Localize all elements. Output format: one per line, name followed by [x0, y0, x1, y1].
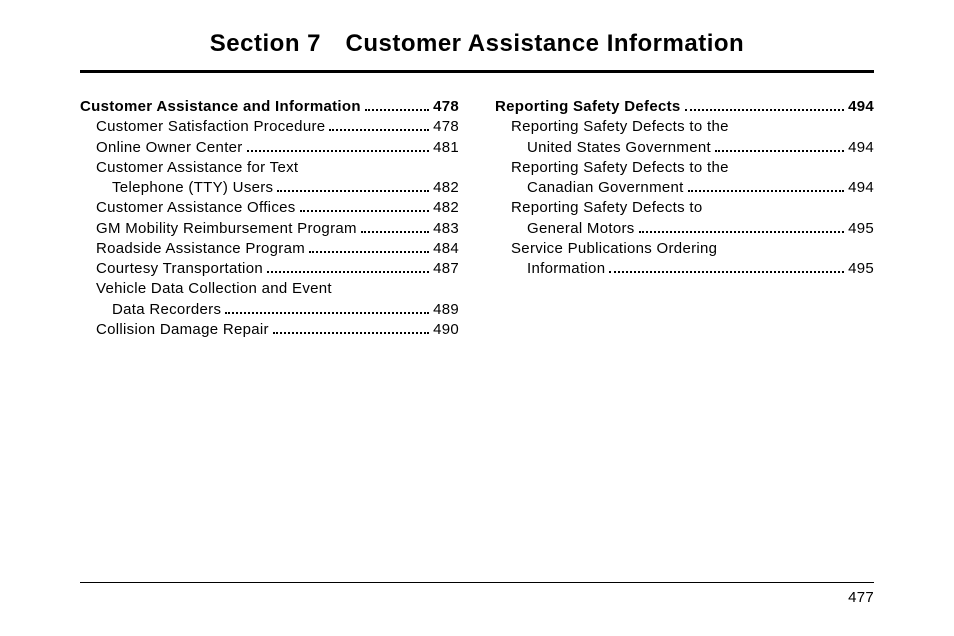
toc-leader-dots: [715, 150, 844, 152]
toc-entry-page: 478: [433, 117, 459, 137]
toc-leader-dots: [247, 150, 429, 152]
toc-entry-label: Online Owner Center: [96, 138, 243, 158]
toc-entry-label: Information: [527, 259, 605, 279]
toc-entry: GM Mobility Reimbursement Program 483: [80, 219, 459, 239]
toc-leader-dots: [300, 210, 430, 212]
toc-entry: Customer Satisfaction Procedure 478: [80, 117, 459, 137]
toc-entry-label: GM Mobility Reimbursement Program: [96, 219, 357, 239]
toc-entry-page: 490: [433, 320, 459, 340]
toc-leader-dots: [273, 332, 429, 334]
toc-entry: General Motors 495: [495, 219, 874, 239]
toc-entry-page: 483: [433, 219, 459, 239]
section-title: Section 7 Customer Assistance Informatio…: [80, 30, 874, 70]
toc-entry-label: Collision Damage Repair: [96, 320, 269, 340]
toc-entry-continuation: Customer Assistance for Text: [80, 158, 459, 178]
toc-entry-page: 494: [848, 138, 874, 158]
toc-entry: Data Recorders 489: [80, 300, 459, 320]
toc-entry-label: Customer Assistance Offices: [96, 198, 296, 218]
toc-entry-page: 487: [433, 259, 459, 279]
toc-leader-dots: [685, 109, 844, 111]
toc-entry-page: 495: [848, 259, 874, 279]
toc-entry-label: Courtesy Transportation: [96, 259, 263, 279]
toc-entry: United States Government 494: [495, 138, 874, 158]
toc-entry-label: United States Government: [527, 138, 711, 158]
toc-entry: Information 495: [495, 259, 874, 279]
toc-entry-label: General Motors: [527, 219, 635, 239]
page-container: Section 7 Customer Assistance Informatio…: [0, 0, 954, 360]
toc-entry-page: 482: [433, 198, 459, 218]
toc-entry-page: 494: [848, 178, 874, 198]
toc-leader-dots: [267, 271, 429, 273]
toc-leader-dots: [609, 271, 844, 273]
toc-leader-dots: [688, 190, 844, 192]
toc-entry-label: Customer Satisfaction Procedure: [96, 117, 325, 137]
toc-entry-label: Data Recorders: [112, 300, 221, 320]
toc-entry-page: 484: [433, 239, 459, 259]
toc-entry: Online Owner Center 481: [80, 138, 459, 158]
toc-entry-label: Reporting Safety Defects: [495, 97, 681, 117]
divider-thin: [80, 582, 874, 584]
toc-entry: Customer Assistance Offices 482: [80, 198, 459, 218]
toc-right-column: Reporting Safety Defects494Reporting Saf…: [495, 97, 874, 340]
toc-entry-label: Canadian Government: [527, 178, 684, 198]
toc-entry-label: Customer Assistance and Information: [80, 97, 361, 117]
toc-entry-page: 495: [848, 219, 874, 239]
toc-entry-continuation: Service Publications Ordering: [495, 239, 874, 259]
toc-entry: Collision Damage Repair 490: [80, 320, 459, 340]
toc-columns: Customer Assistance and Information478Cu…: [80, 97, 874, 340]
toc-entry-continuation: Vehicle Data Collection and Event: [80, 279, 459, 299]
toc-entry-continuation: Reporting Safety Defects to the: [495, 158, 874, 178]
toc-entry-page: 478: [433, 97, 459, 117]
toc-leader-dots: [361, 231, 429, 233]
toc-entry-page: 494: [848, 97, 874, 117]
toc-leader-dots: [329, 129, 429, 131]
toc-entry: Reporting Safety Defects 494: [495, 97, 874, 117]
toc-entry: Roadside Assistance Program 484: [80, 239, 459, 259]
divider-thick: [80, 70, 874, 73]
toc-entry-continuation: Reporting Safety Defects to: [495, 198, 874, 218]
toc-entry-page: 489: [433, 300, 459, 320]
toc-entry-page: 481: [433, 138, 459, 158]
toc-entry-label: Telephone (TTY) Users: [112, 178, 273, 198]
toc-entry: Courtesy Transportation 487: [80, 259, 459, 279]
toc-entry: Telephone (TTY) Users 482: [80, 178, 459, 198]
toc-leader-dots: [277, 190, 429, 192]
toc-entry-continuation: Reporting Safety Defects to the: [495, 117, 874, 137]
toc-left-column: Customer Assistance and Information478Cu…: [80, 97, 459, 340]
toc-leader-dots: [639, 231, 844, 233]
toc-leader-dots: [365, 109, 429, 111]
toc-entry: Customer Assistance and Information 478: [80, 97, 459, 117]
toc-leader-dots: [225, 312, 429, 314]
toc-leader-dots: [309, 251, 429, 253]
page-footer: 477: [80, 582, 874, 607]
toc-entry: Canadian Government 494: [495, 178, 874, 198]
page-number: 477: [80, 589, 874, 606]
toc-entry-label: Roadside Assistance Program: [96, 239, 305, 259]
toc-entry-page: 482: [433, 178, 459, 198]
